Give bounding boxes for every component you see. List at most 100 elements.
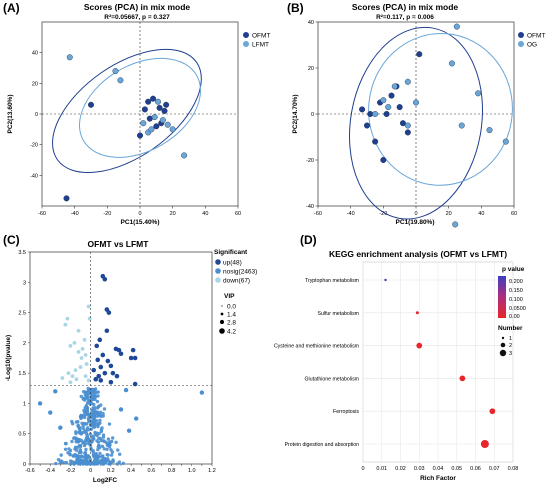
panel-c-legend-up-marker: [215, 259, 221, 265]
panel-c-nosig-point-293: [106, 453, 110, 457]
panel-b: (B) Scores (PCA) in mix mode R²=0.117, p…: [287, 1, 545, 228]
panel-c-nosig-point-350: [94, 411, 98, 416]
panel-c-nosig-point-266: [117, 460, 122, 464]
panel-c-up-point-15: [102, 370, 108, 376]
panel-d-bubble-2: [416, 342, 423, 349]
panel-c-nosig-point-49: [63, 447, 68, 451]
panel-c-nosig-point-414: [102, 407, 107, 411]
panel-c-nosig-point-368: [104, 458, 109, 462]
panel-c-down-point-18: [74, 377, 79, 382]
panel-d-bubble-5: [480, 440, 489, 448]
panel-b-point-og-4: [404, 78, 411, 85]
panel-c-down-point-1: [65, 316, 70, 321]
panel-c-up-point-7: [130, 347, 136, 353]
panel-a-legend-ofmt-marker: [243, 32, 249, 38]
panel-c-nosig-point-252: [98, 421, 102, 425]
panel-c-legend-down-marker: [215, 277, 221, 283]
panel-c-nosig-point-84: [95, 399, 100, 404]
panel-a: (A) Scores (PCA) in mix mode R²=0.05667,…: [3, 1, 270, 226]
panel-b-point-og-10: [502, 138, 509, 145]
panel-d-bubble-4: [489, 408, 496, 415]
panel-b-point-og-8: [475, 90, 482, 97]
panel-d-size-tick-2: 2: [509, 343, 512, 349]
panel-a-legend-ofmt: OFMT: [252, 33, 270, 40]
panel-c-xtick-label-8: 0.2: [107, 468, 115, 474]
panel-c-nosig-point-336: [76, 461, 81, 465]
panel-c-nosig-point-345: [101, 411, 105, 416]
panel-c-up-point-19: [108, 379, 114, 385]
panel-c-nosig-point-389: [68, 453, 72, 457]
panel-c-nosig-point-377: [75, 457, 79, 461]
panel-c-nosig-point-363: [99, 427, 104, 432]
panel-a-legend-lfmt-marker: [243, 41, 249, 47]
panel-c-nosig-point-376: [84, 390, 88, 394]
panel-c-down-point-6: [83, 353, 88, 357]
panel-c-nosig-point-381: [76, 420, 80, 424]
panel-c: (C) OFMT vs LFMT -0.6 -0.4 -0.2 0 0.2 0.4 0.6 0…: [3, 233, 257, 484]
panel-d-color-tick-3: 0.0500: [509, 306, 526, 312]
panel-a-point-ofmt-7: [156, 104, 163, 111]
panel-c-nosig-point-344: [74, 438, 79, 442]
panel-c-up-point-5: [116, 347, 122, 353]
panel-c-nosig-point-6: [88, 432, 93, 436]
panel-c-nosig-point-358: [89, 395, 94, 399]
panel-c-nosig-point-408: [97, 443, 101, 448]
panel-c-nosig-point-400: [92, 402, 96, 407]
panel-c-vip-1: 1.4: [227, 312, 236, 319]
panel-c-up-point-9: [132, 355, 138, 361]
panel-c-xtick-label-0: -0.6: [25, 468, 34, 474]
panel-b-point-ofmt-6: [388, 92, 395, 99]
panel-c-nosig-outlier-3: [123, 387, 129, 393]
panel-c-nosig-point-396: [105, 447, 109, 451]
panel-c-nosig-outlier-7: [126, 428, 132, 433]
panel-d-xtick-label-8: 0.08: [508, 466, 519, 472]
panel-c-nosig-point-388: [77, 430, 81, 434]
panel-a-point-lfmt-7: [154, 98, 161, 105]
panel-c-nosig-point-369: [75, 445, 80, 450]
panel-c-nosig-point-60: [63, 441, 68, 446]
panel-a-title: Scores (PCA) in mix mode: [84, 2, 191, 12]
panel-b-point-ofmt-4: [380, 156, 387, 163]
panel-c-nosig-point-320: [77, 438, 81, 443]
panel-c-vip-0: 0.0: [227, 304, 236, 311]
panel-d-letter: (D): [300, 233, 317, 247]
panel-c-nosig-point-311: [109, 453, 114, 457]
panel-c-up-point-20: [132, 381, 138, 387]
panel-a-ylabel: PC2(13.60%): [7, 94, 14, 133]
panel-a-point-lfmt-2: [117, 77, 124, 84]
panel-d-size-tick-3: 3: [509, 351, 512, 357]
panel-c-up-point-17: [93, 376, 99, 382]
panel-c-nosig-point-191: [101, 414, 105, 418]
panel-c-nosig-point-407: [73, 452, 77, 457]
panel-c-nosig-point-383: [91, 412, 95, 416]
panel-c-down-point-7: [78, 365, 83, 369]
panel-c-nosig-point-275: [97, 436, 101, 440]
panel-c-nosig-point-269: [105, 443, 110, 447]
panel-c-nosig-point-214: [93, 430, 97, 435]
panel-d-xtick-label-3: 0.03: [414, 466, 425, 472]
panel-c-up-point-12: [105, 358, 111, 364]
panel-d-xtick-label-4: 0.04: [433, 466, 444, 472]
panel-c-up-point-22: [97, 337, 103, 343]
panel-c-nosig-point-89: [111, 458, 115, 462]
panel-c-legend-down: down(67): [223, 278, 250, 285]
panel-c-nosig-point-248: [95, 439, 99, 443]
panel-c-vip-2: 2.8: [227, 320, 236, 327]
panel-c-vip-title: VIP: [224, 293, 235, 300]
panel-a-ytick-label-2: 0: [35, 112, 38, 118]
panel-c-down-point-10: [66, 371, 71, 376]
panel-a-xtick-label-1: -40: [71, 211, 79, 217]
panel-c-nosig-point-287: [108, 442, 112, 447]
panel-a-subtitle: R²=0.05667, p = 0.327: [104, 14, 170, 21]
panel-c-up-point-25: [91, 367, 96, 373]
panel-c-vip-marker-1: [220, 312, 224, 316]
panel-b-subtitle: R²=0.117, p = 0.006: [376, 14, 434, 21]
panel-a-point-ofmt-2: [141, 106, 148, 113]
panel-c-nosig-outlier-2: [53, 389, 58, 394]
panel-b-ytick-label-0: -40: [306, 204, 314, 210]
panel-c-letter: (C): [3, 233, 20, 247]
panel-c-down-point-0: [63, 322, 68, 327]
panel-c-vip-marker-0: [221, 305, 223, 307]
panel-c-nosig-point-385: [84, 405, 89, 410]
panel-c-nosig-point-386: [84, 411, 88, 415]
